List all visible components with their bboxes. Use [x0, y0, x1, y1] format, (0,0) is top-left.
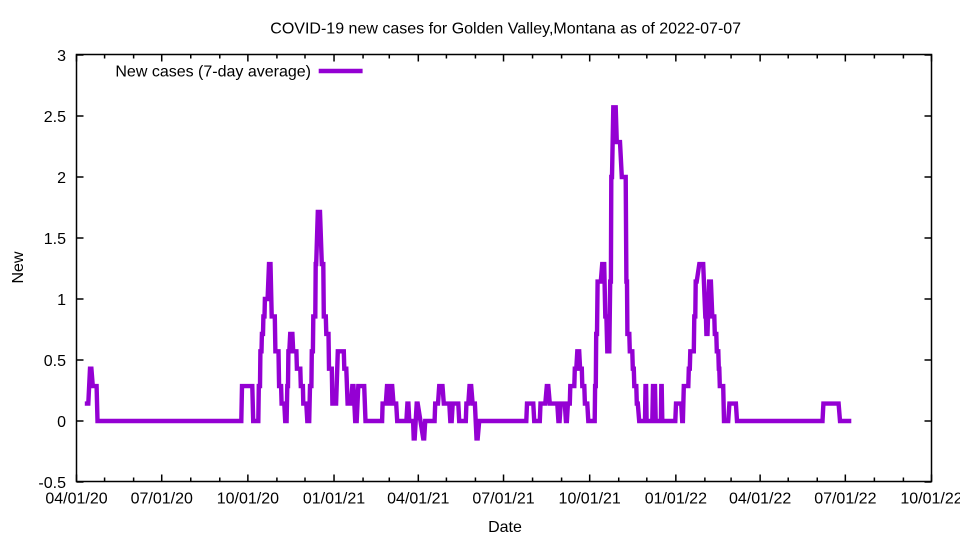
- svg-text:10/01/20: 10/01/20: [217, 491, 279, 508]
- svg-text:2: 2: [57, 170, 66, 187]
- svg-text:New: New: [10, 251, 27, 283]
- svg-text:07/01/20: 07/01/20: [131, 491, 193, 508]
- svg-text:3: 3: [57, 48, 66, 65]
- svg-text:1.5: 1.5: [44, 231, 66, 248]
- svg-text:New cases (7-day average): New cases (7-day average): [115, 64, 311, 81]
- svg-text:-0.5: -0.5: [38, 475, 66, 492]
- svg-text:07/01/21: 07/01/21: [472, 491, 534, 508]
- svg-text:01/01/21: 01/01/21: [303, 491, 365, 508]
- svg-text:10/01/22: 10/01/22: [900, 491, 960, 508]
- svg-text:04/01/22: 04/01/22: [729, 491, 791, 508]
- svg-text:Date: Date: [488, 519, 522, 536]
- svg-text:10/01/21: 10/01/21: [559, 491, 621, 508]
- svg-text:07/01/22: 07/01/22: [814, 491, 876, 508]
- svg-text:01/01/22: 01/01/22: [645, 491, 707, 508]
- svg-text:1: 1: [57, 292, 66, 309]
- svg-text:04/01/21: 04/01/21: [387, 491, 449, 508]
- svg-text:0.5: 0.5: [44, 353, 66, 370]
- svg-text:COVID-19 new cases for Golden: COVID-19 new cases for Golden Valley,Mon…: [270, 21, 741, 38]
- svg-text:0: 0: [57, 414, 66, 431]
- svg-text:04/01/20: 04/01/20: [45, 491, 107, 508]
- svg-text:2.5: 2.5: [44, 109, 66, 126]
